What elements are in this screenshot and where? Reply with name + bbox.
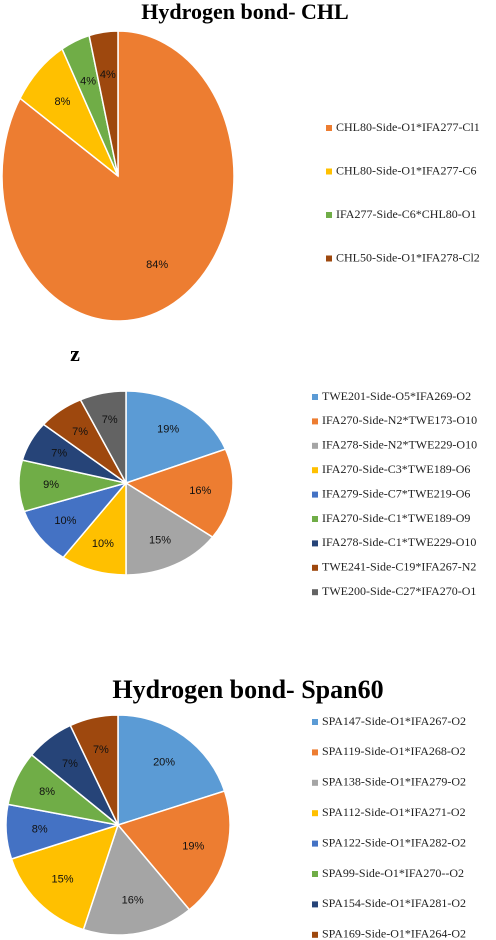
legend-swatch	[312, 840, 318, 847]
pie-slice	[125, 390, 227, 485]
legend-label: IFA270-Side-C1*TWE189-O9	[322, 511, 470, 525]
data-label: 15%	[52, 873, 74, 885]
legend-label: IFA277-Side-C6*CHL80-O1	[336, 207, 476, 221]
data-label: 8%	[54, 96, 70, 108]
legend-label: SPA147-Side-O1*IFA267-O2	[322, 714, 466, 728]
data-label: 10%	[54, 515, 76, 527]
legend-label: TWE201-Side-O5*IFA269-O2	[322, 389, 471, 403]
pie-slice	[116, 790, 231, 911]
legend-swatch	[326, 125, 332, 131]
legend-swatch	[312, 810, 318, 817]
data-label: 4%	[80, 76, 96, 88]
data-label: 84%	[146, 259, 168, 271]
legend-swatch	[312, 540, 318, 547]
chart-title: Hydrogen bond- Span60	[112, 675, 383, 704]
legend-swatch	[312, 394, 318, 400]
pie-slice	[124, 448, 234, 539]
data-label: 7%	[62, 758, 78, 770]
legend-swatch	[312, 749, 318, 756]
legend-label: SPA112-Side-O1*IFA271-O2	[322, 805, 466, 819]
legend-label: CHL80-Side-O1*IFA277-C6	[336, 163, 476, 177]
legend-swatch	[312, 871, 318, 877]
legend-label: SPA122-Side-O1*IFA282-O2	[322, 835, 466, 849]
legend-label: CHL50-Side-O1*IFA278-Cl2	[336, 250, 480, 264]
legend-label: SPA154-Side-O1*IFA281-O2	[322, 896, 466, 910]
legend-swatch	[326, 212, 332, 218]
data-label: 4%	[100, 69, 116, 81]
legend-swatch	[312, 491, 318, 498]
legend-label: IFA278-Side-N2*TWE229-O10	[322, 438, 477, 452]
legend-swatch	[312, 719, 318, 725]
data-label: 7%	[72, 426, 88, 438]
legend-swatch	[312, 564, 318, 571]
chart-title: Hydrogen bond- CHL	[141, 0, 348, 24]
chart-title: z	[70, 341, 80, 366]
data-label: 20%	[153, 757, 175, 769]
data-label: 16%	[122, 895, 144, 907]
legend-swatch	[312, 418, 318, 425]
legend-label: SPA138-Side-O1*IFA279-O2	[322, 775, 466, 789]
legend-swatch	[312, 589, 318, 596]
data-label: 19%	[182, 840, 204, 852]
data-label: 8%	[39, 786, 55, 798]
legend-label: IFA270-Side-N2*TWE173-O10	[322, 413, 477, 427]
data-label: 9%	[43, 479, 59, 491]
pie-slice	[82, 823, 191, 936]
legend-label: CHL80-Side-O1*IFA277-Cl1	[336, 120, 480, 134]
legend-swatch	[312, 901, 318, 908]
legend-label: TWE200-Side-C27*IFA270-O1	[322, 584, 476, 598]
data-label: 8%	[32, 824, 48, 836]
legend-swatch	[312, 467, 318, 474]
legend-label: SPA99-Side-O1*IFA270--O2	[322, 866, 464, 880]
data-label: 7%	[102, 414, 118, 426]
data-label: 15%	[149, 534, 171, 546]
legend-swatch	[312, 442, 318, 449]
legend-swatch	[326, 168, 332, 175]
legend-swatch	[312, 516, 318, 522]
legend-label: IFA279-Side-C7*TWE219-O6	[322, 486, 470, 500]
data-label: 19%	[157, 424, 179, 436]
pie-slice	[117, 714, 226, 827]
legend-swatch	[312, 779, 318, 786]
pie-slice	[88, 30, 119, 177]
pie-slice	[69, 714, 119, 826]
legend-label: SPA119-Side-O1*IFA268-O2	[322, 744, 466, 758]
data-label: 7%	[93, 744, 109, 756]
legend-swatch	[326, 255, 332, 262]
pie-slice	[125, 481, 214, 576]
legend-label: IFA278-Side-C1*TWE229-O10	[322, 535, 476, 549]
legend-swatch	[312, 931, 318, 938]
legend-label: SPA169-Side-O1*IFA264-O2	[322, 927, 466, 940]
legend-label: TWE241-Side-C19*IFA267-N2	[322, 560, 476, 574]
data-label: 16%	[189, 485, 211, 497]
data-label: 10%	[92, 538, 114, 550]
data-label: 7%	[51, 448, 67, 460]
pie-slice	[79, 390, 127, 484]
legend-label: IFA270-Side-C3*TWE189-O6	[322, 462, 470, 476]
